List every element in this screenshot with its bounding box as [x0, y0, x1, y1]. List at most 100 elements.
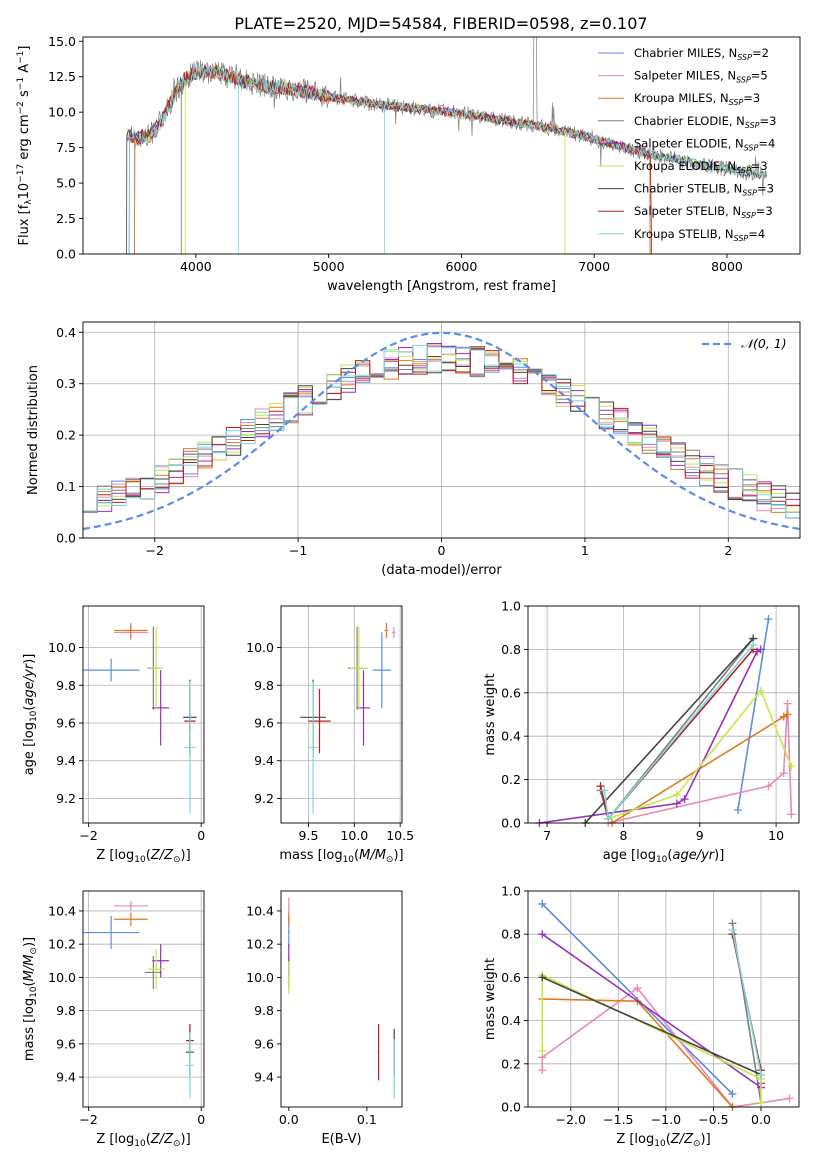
- x-tick-label: 1: [581, 543, 589, 558]
- spectrum-line: [134, 65, 651, 254]
- weight-line: [607, 689, 793, 820]
- weight-line: [731, 929, 762, 1075]
- legend-entry: Kroupa STELIB, NSSP=4: [634, 227, 765, 243]
- x-tick-label: 9.5: [299, 828, 319, 843]
- y-tick-label: 9.4: [56, 753, 76, 768]
- x-tick-label: 0: [438, 543, 446, 558]
- weight-line: [541, 933, 762, 1090]
- y-tick-label: 0.2: [56, 428, 76, 443]
- age-vs-mass-panel: 9.5 10.0 10.5 9.2 9.4 9.6 9.8 10.0 mass [log10(M…: [246, 605, 414, 865]
- weight-line: [541, 973, 762, 1103]
- weight-marker: [783, 699, 792, 708]
- y-tick-label: 0.0: [56, 247, 76, 262]
- mass-vs-metallicity-panel: −2 0 9.4 9.6 9.8 10.0 10.2 10.4 Z [log10(Z/Z⊙)] m…: [22, 890, 205, 1149]
- plot-frame: [82, 890, 205, 1108]
- spectrum-panel: 4000 5000 6000 7000 8000 0.0 2.5 5.0 7.5 10.0 12.5…: [16, 34, 801, 294]
- weight-marker: [787, 810, 796, 819]
- weight-line: [737, 618, 770, 811]
- weight-marker: [783, 710, 792, 719]
- x-tick-label: 8: [619, 828, 627, 843]
- x-tick-label: 0.0: [751, 1112, 771, 1127]
- x-tick-label: −1: [289, 543, 307, 558]
- y-tick-label: 0.4: [501, 1013, 521, 1028]
- x-tick-label: 0: [197, 1112, 205, 1127]
- y-tick-label: 9.4: [254, 1070, 274, 1085]
- y-tick-label: 1.0: [501, 599, 521, 614]
- y-axis-label: age [log10(age/yr)]: [22, 654, 39, 776]
- y-tick-label: 10.0: [246, 970, 274, 985]
- x-tick-label: 6000: [446, 259, 478, 274]
- y-tick-label: 0.4: [56, 325, 76, 340]
- x-tick-label: −2: [79, 828, 97, 843]
- y-axis-label: mass weight: [483, 673, 498, 755]
- mass-weight-vs-age-panel: 7 8 9 10 0.0 0.2 0.4 0.6 0.8 1.0 age [log10(age/yr…: [483, 599, 800, 865]
- x-axis-label: Z [log10(Z/Z⊙)]: [616, 1132, 710, 1149]
- weight-marker: [733, 805, 742, 814]
- y-tick-label: 0.8: [501, 642, 521, 657]
- y-tick-label: 10.4: [48, 903, 76, 918]
- y-tick-label: 5.0: [56, 176, 76, 191]
- weight-marker: [538, 899, 547, 908]
- y-tick-label: 9.8: [254, 1003, 274, 1018]
- weight-marker: [785, 1094, 794, 1103]
- y-tick-label: 0.6: [501, 970, 521, 985]
- spectrum-line: [134, 65, 651, 254]
- y-axis-label: mass [log10(M/M⊙)]: [22, 937, 39, 1061]
- legend-entry: Chabrier ELODIE, NSSP=3: [634, 114, 776, 130]
- x-tick-label: 2: [724, 543, 732, 558]
- y-tick-label: 9.2: [254, 791, 274, 806]
- plot-frame: [82, 605, 205, 824]
- y-tick-label: 0.6: [501, 685, 521, 700]
- x-tick-label: −1.0: [651, 1112, 681, 1127]
- y-tick-label: 9.6: [254, 715, 274, 730]
- weight-marker: [538, 1046, 547, 1055]
- x-tick-label: 7000: [578, 259, 610, 274]
- y-tick-label: 10.4: [246, 903, 274, 918]
- x-tick-label: 9: [696, 828, 704, 843]
- y-tick-label: 9.8: [254, 678, 274, 693]
- legend-entry: Kroupa ELODIE, NSSP=3: [634, 159, 768, 175]
- weight-marker: [538, 973, 547, 982]
- y-tick-label: 1.0: [501, 884, 521, 899]
- weight-marker: [756, 1070, 765, 1079]
- y-tick-label: 10.2: [246, 937, 274, 952]
- spectrum-legend: Chabrier MILES, NSSP=2 Salpeter MILES, NS…: [598, 46, 776, 243]
- residuals-panel: −2 −1 0 1 2 0.0 0.1 0.2 0.3 0.4 (data-model)/error…: [26, 321, 801, 578]
- y-tick-label: 9.8: [56, 1003, 76, 1018]
- weight-marker: [680, 795, 689, 804]
- x-tick-label: −2.0: [556, 1112, 586, 1127]
- x-tick-label: 0: [197, 828, 205, 843]
- y-tick-label: 0.1: [56, 479, 76, 494]
- y-tick-label: 10.0: [48, 640, 76, 655]
- legend-entry: Kroupa MILES, NSSP=3: [634, 91, 760, 107]
- y-tick-label: 0.0: [501, 1100, 521, 1115]
- x-axis-label: E(B-V): [321, 1132, 361, 1147]
- y-tick-label: 7.5: [56, 140, 76, 155]
- x-tick-label: 8000: [711, 259, 743, 274]
- y-tick-label: 10.2: [48, 937, 76, 952]
- x-tick-label: 7: [543, 828, 551, 843]
- weight-marker: [787, 762, 796, 771]
- weight-marker: [779, 769, 788, 778]
- plot-frame: [280, 890, 403, 1108]
- y-tick-label: 0.2: [501, 772, 521, 787]
- x-tick-label: −1.5: [603, 1112, 633, 1127]
- weight-marker: [728, 1090, 737, 1099]
- y-tick-label: 9.4: [56, 1070, 76, 1085]
- x-tick-label: 4000: [180, 259, 212, 274]
- y-tick-label: 15.0: [48, 34, 76, 49]
- histogram-steps: [83, 344, 800, 538]
- x-tick-label: 10.0: [340, 828, 368, 843]
- x-tick-label: 0.1: [357, 1112, 377, 1127]
- y-tick-label: 10.0: [48, 970, 76, 985]
- weight-marker: [728, 925, 737, 934]
- y-tick-label: 0.8: [501, 927, 521, 942]
- weight-marker: [604, 814, 613, 823]
- x-axis-label: wavelength [Angstrom, rest frame]: [327, 279, 556, 294]
- weight-marker: [749, 641, 758, 650]
- legend-entry: 𝒩(0, 1): [741, 336, 787, 351]
- y-tick-label: 9.8: [56, 678, 76, 693]
- y-tick-label: 10.0: [246, 640, 274, 655]
- x-tick-label: −2: [145, 543, 163, 558]
- weight-line: [541, 976, 762, 1076]
